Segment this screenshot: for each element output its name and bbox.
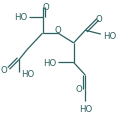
Text: HO: HO — [21, 69, 34, 78]
Text: O: O — [42, 3, 49, 12]
Text: HO: HO — [103, 31, 116, 40]
Text: HO: HO — [14, 13, 27, 22]
Text: O: O — [1, 65, 8, 74]
Text: HO: HO — [79, 104, 92, 113]
Text: O: O — [76, 85, 82, 93]
Text: O: O — [55, 26, 61, 34]
Text: HO: HO — [43, 58, 56, 67]
Text: O: O — [95, 15, 102, 24]
